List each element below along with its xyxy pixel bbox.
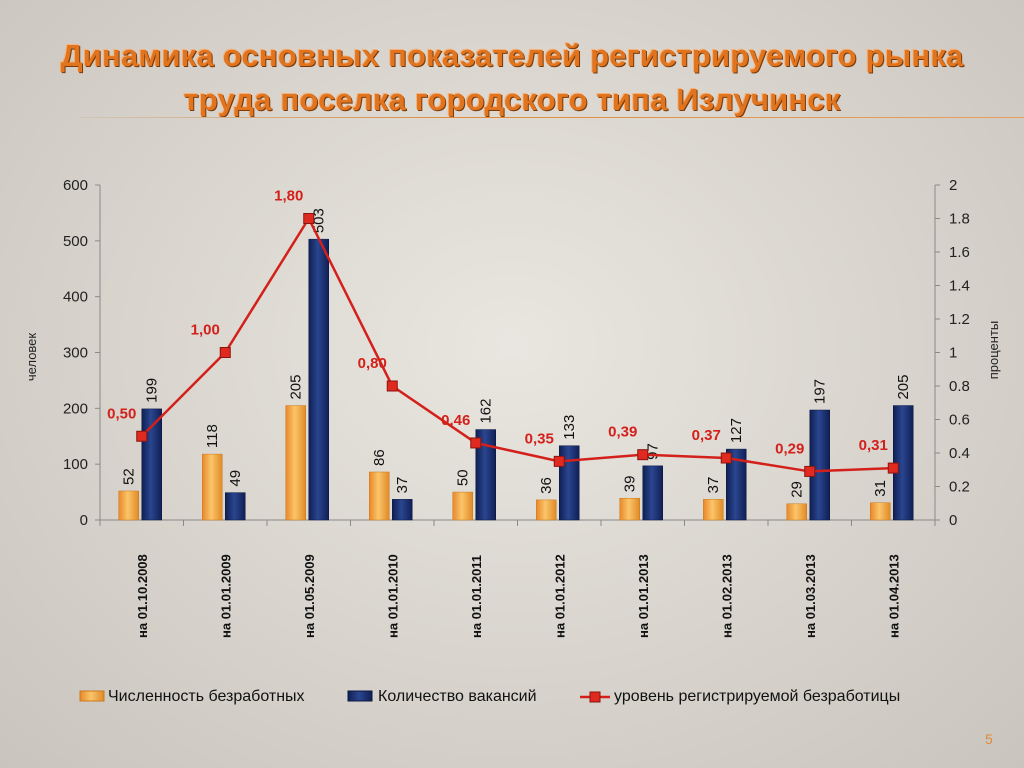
bar-unemployed [118,490,139,521]
bar-unemployed-label: 37 [705,477,722,494]
y-tick-label-right: 0.2 [949,479,970,496]
legend-swatch-unemployed [79,690,105,702]
bar-unemployed-label: 50 [455,469,472,486]
y-tick-label-left: 300 [63,345,88,362]
x-category-label: на 01.01.2011 [469,555,484,638]
legend-label-vacancies: Количество вакансий [378,688,537,705]
x-category-label: на 01.05.2009 [302,554,317,638]
bar-unemployed-label: 52 [121,468,138,485]
y-tick-label-right: 0 [949,512,957,529]
line-rate [140,215,894,473]
line-rate-label: 0,35 [525,430,554,447]
y-tick-label-left: 200 [63,400,88,417]
line-rate-marker [386,380,398,392]
line-rate-label: 1,00 [191,322,220,339]
y-tick-label-left: 400 [63,289,88,306]
x-category-label: на 01.10.2008 [135,554,150,638]
line-rate-marker [637,449,649,461]
bar-unemployed [786,503,807,521]
x-category-label: на 01.01.2010 [385,554,400,638]
bar-unemployed-label: 86 [371,449,388,466]
line-rate-marker [219,347,231,358]
y-tick-label-right: 0.8 [949,378,970,395]
line-rate-marker [887,462,899,474]
bar-vacancies-label: 37 [394,477,411,494]
line-rate-marker [303,213,315,224]
title-divider [80,117,1024,118]
bar-vacancies [392,499,413,521]
line-rate-marker [804,465,816,477]
x-category-label: на 01.03.2013 [803,554,818,638]
line-rate-label: 1,80 [274,188,303,205]
bar-vacancies-label: 503 [311,208,328,233]
y-tick-label-left: 0 [80,512,88,529]
y-tick-label-right: 1.2 [949,311,970,328]
bar-unemployed [536,499,557,521]
bar-unemployed-label: 29 [789,481,806,498]
y-tick-label-left: 500 [63,233,88,250]
title-line-1: Динамика основных показателей регистриру… [60,38,964,73]
y-axis-title-right: проценты [986,321,1001,380]
y-tick-label-right: 1.4 [949,278,970,295]
bar-unemployed-label: 205 [288,375,305,400]
line-rate-marker [470,437,482,449]
line-rate-label: 0,80 [358,355,387,372]
y-tick-label-right: 1.8 [949,211,970,228]
bar-unemployed [369,471,390,521]
legend-label-rate: уровень регистрируемой безработицы [614,688,900,705]
bar-unemployed [703,499,724,521]
bar-vacancies [475,429,496,521]
y-tick-label-right: 1 [949,345,957,362]
x-category-label: на 01.01.2013 [636,554,651,638]
x-category-label: на 01.01.2009 [218,554,233,638]
bar-unemployed [870,502,891,521]
bar-vacancies [809,409,830,521]
title-line-2: труда поселка городского типа Излучинск [183,82,841,117]
bar-unemployed-label: 36 [538,477,555,494]
bar-unemployed-label: 39 [622,476,639,493]
line-rate-label: 0,50 [107,405,136,422]
line-rate-marker [136,430,148,442]
bar-vacancies-label: 49 [227,470,244,487]
bar-unemployed [202,453,223,521]
bar-vacancies [308,238,329,521]
bar-vacancies-label: 162 [478,399,495,424]
y-tick-label-left: 100 [63,456,88,473]
x-category-label: на 01.02.2013 [719,554,734,638]
bar-vacancies [642,465,663,521]
line-rate-marker [720,452,732,464]
bar-unemployed [452,491,473,521]
bar-unemployed [285,405,306,521]
bar-vacancies-label: 127 [728,418,745,443]
bar-vacancies-label: 199 [144,378,161,403]
line-rate-label: 0,39 [608,424,637,441]
bar-vacancies [225,492,246,521]
y-tick-label-right: 1.6 [949,244,970,261]
bar-unemployed-label: 31 [872,480,889,497]
y-axis-title-left: человек [24,333,39,382]
page-title: Динамика основных показателей регистриру… [40,34,984,122]
legend-swatch-rate-marker [589,691,601,703]
x-category-label: на 01.04.2013 [886,554,901,638]
bar-unemployed-label: 118 [204,424,221,448]
y-tick-label-right: 0.4 [949,445,970,462]
line-rate-marker [553,455,565,467]
y-tick-label-right: 2 [949,177,957,194]
y-tick-label-right: 0.6 [949,412,970,429]
slide-number: 5 [985,731,993,747]
bar-vacancies-label: 133 [561,415,578,440]
line-rate-label: 0,37 [692,427,721,444]
line-rate-label: 0,31 [859,437,888,454]
legend-label-unemployed: Численность безработных [108,688,305,705]
line-rate-label: 0,29 [775,440,804,457]
x-category-label: на 01.01.2012 [552,554,567,638]
bar-vacancies [726,448,747,521]
bar-vacancies-label: 197 [812,379,829,404]
line-rate-label: 0,46 [441,412,470,429]
legend-swatch-vacancies [347,690,373,702]
y-tick-label-left: 600 [63,177,88,194]
bar-vacancies-label: 205 [895,375,912,400]
bar-unemployed [619,497,640,521]
